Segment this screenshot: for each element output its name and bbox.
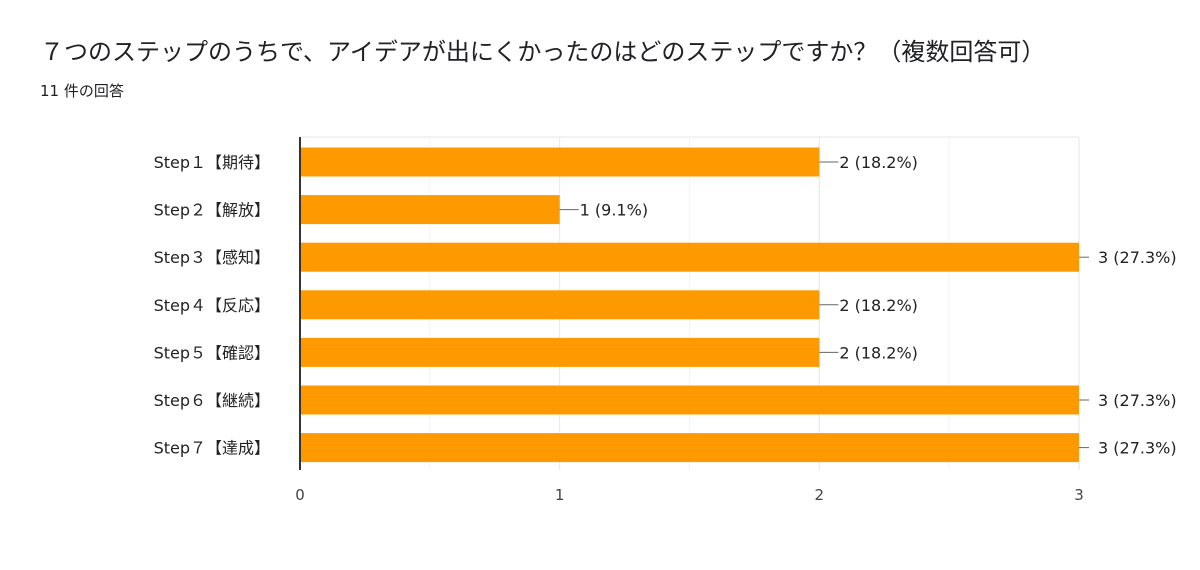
- data-label: 3 (27.3%): [1098, 391, 1177, 410]
- data-label: 2 (18.2%): [839, 343, 918, 362]
- x-tick-label: 0: [295, 486, 305, 504]
- data-label: 3 (27.3%): [1098, 248, 1177, 267]
- category-label: Step４【反応】: [154, 296, 270, 315]
- category-label: Step７【達成】: [154, 439, 270, 458]
- x-tick-label: 2: [815, 486, 825, 504]
- bar: [300, 242, 1079, 272]
- category-label: Step５【確認】: [154, 343, 270, 362]
- page-title: ７つのステップのうちで、アイデアが出にくかったのはどのステップですか？（複数回答…: [40, 38, 1046, 66]
- labels: 0 1 2 3 Step１【期待】 2 (18.2%) Step２【解放】 1 (9.1%) S…: [154, 153, 1177, 504]
- category-label: Step１【期待】: [154, 153, 270, 172]
- bar: [300, 290, 820, 320]
- bar: [300, 385, 1079, 415]
- data-label: 2 (18.2%): [839, 153, 918, 172]
- bar: [300, 337, 820, 367]
- data-label: 1 (9.1%): [580, 201, 648, 220]
- data-label: 2 (18.2%): [839, 296, 918, 315]
- x-tick-label: 3: [1074, 486, 1084, 504]
- response-count: 11 件の回答: [40, 82, 124, 100]
- x-tick-label: 1: [555, 486, 565, 504]
- bar: [300, 433, 1079, 463]
- data-label: 3 (27.3%): [1098, 439, 1177, 458]
- bar: [300, 195, 560, 225]
- category-label: Step３【感知】: [154, 248, 270, 267]
- bars: [300, 147, 1079, 463]
- bar: [300, 147, 820, 177]
- category-label: Step６【継続】: [154, 391, 270, 410]
- category-label: Step２【解放】: [154, 201, 270, 220]
